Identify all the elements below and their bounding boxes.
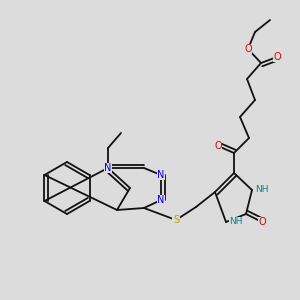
- Text: N: N: [157, 195, 165, 205]
- Text: N: N: [157, 170, 165, 180]
- Text: S: S: [173, 215, 179, 225]
- Text: N: N: [104, 163, 112, 173]
- Text: O: O: [258, 217, 266, 227]
- Text: NH: NH: [255, 185, 268, 194]
- Text: O: O: [273, 52, 281, 62]
- Text: O: O: [214, 141, 222, 151]
- Text: O: O: [244, 44, 252, 54]
- Text: NH: NH: [229, 218, 242, 226]
